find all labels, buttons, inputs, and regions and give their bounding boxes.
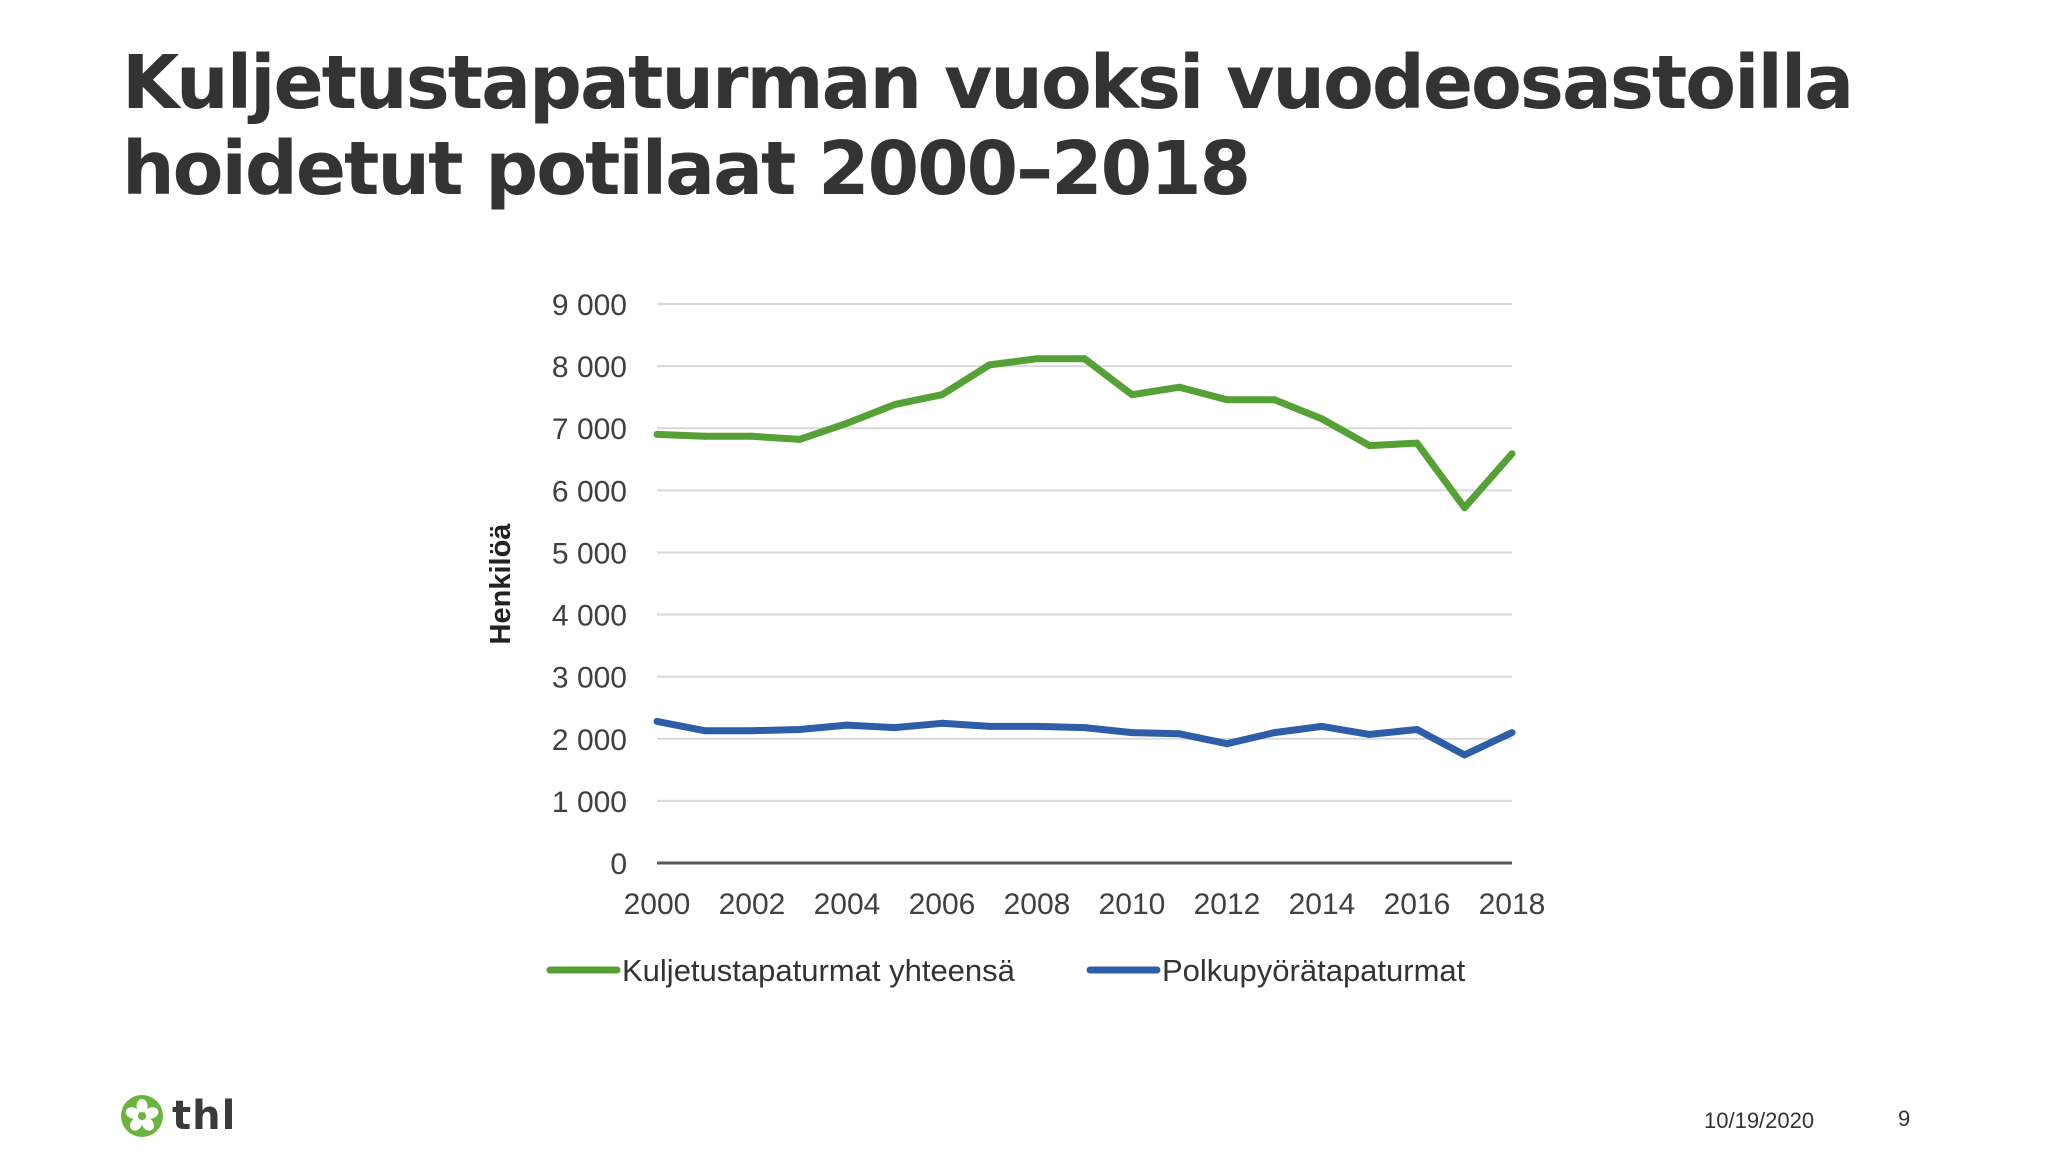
data-point: [938, 391, 946, 399]
x-tick-label: 2000: [624, 888, 691, 921]
data-point: [1461, 504, 1468, 512]
data-point: [1413, 725, 1421, 733]
y-tick-label: 0: [610, 848, 627, 881]
data-point: [796, 725, 803, 733]
x-tick-label: 2008: [1004, 888, 1071, 921]
y-tick-label: 9 000: [552, 289, 627, 322]
thl-logo: thl: [120, 1093, 236, 1139]
data-point: [986, 361, 993, 369]
x-tick-label: 2014: [1289, 888, 1356, 921]
x-tick-label: 2004: [814, 888, 881, 921]
data-point: [1033, 722, 1041, 730]
x-axis-ticks: 2000 2002 2004 2006 2008 2010 2012 2014 2016 2018: [624, 888, 1546, 921]
y-tick-label: 4 000: [552, 600, 627, 633]
x-tick-label: 2018: [1479, 888, 1546, 921]
flower-icon: [121, 1095, 163, 1137]
chart-grid: [657, 303, 1512, 865]
chart-legend: Kuljetustapaturmat yhteensä Polkupyörätap…: [546, 953, 1466, 988]
data-point: [1271, 396, 1278, 404]
data-point: [748, 432, 756, 440]
y-tick-label: 8 000: [552, 351, 627, 384]
y-tick-label: 6 000: [552, 475, 627, 508]
data-point: [843, 721, 851, 729]
data-point: [986, 722, 993, 730]
data-point: [1366, 730, 1373, 738]
data-point: [1461, 751, 1468, 759]
series-line-1: [656, 355, 1515, 512]
data-point: [843, 419, 851, 427]
data-point: [938, 719, 946, 727]
y-tick-label: 2 000: [552, 724, 627, 757]
slide-title: Kuljetustapaturman vuoksi vuodeosastoill…: [122, 40, 1942, 212]
data-point: [1318, 415, 1326, 423]
data-point: [1176, 730, 1183, 738]
legend-label: Kuljetustapaturmat yhteensä: [622, 953, 1016, 988]
data-point: [701, 727, 708, 735]
data-point: [891, 724, 898, 732]
data-point: [1176, 383, 1183, 391]
legend-label: Polkupyörätapaturmat: [1162, 953, 1466, 988]
data-point: [1318, 722, 1326, 730]
x-tick-label: 2010: [1099, 888, 1166, 921]
slide-date: 10/19/2020: [1704, 1108, 1815, 1133]
data-point: [1508, 450, 1516, 458]
y-tick-label: 3 000: [552, 662, 627, 695]
data-point: [1223, 396, 1231, 404]
chart-series: [653, 355, 1516, 759]
slide-title-line1: Kuljetustapaturman vuoksi vuodeosastoill…: [122, 40, 1854, 126]
x-tick-label: 2002: [719, 888, 786, 921]
data-point: [1033, 355, 1041, 363]
slide-title-line2: hoidetut potilaat 2000–2018: [122, 126, 1251, 212]
x-tick-label: 2012: [1194, 888, 1261, 921]
data-point: [653, 430, 661, 438]
data-point: [748, 727, 756, 735]
data-point: [1413, 439, 1421, 447]
y-tick-label: 1 000: [552, 786, 627, 819]
y-axis-label: Henkilöä: [485, 523, 517, 645]
data-point: [1366, 442, 1373, 450]
y-axis-ticks: 0 1 000 2 000 3 000 4 000 5 000 6 000 7 000 8 00…: [485, 289, 627, 881]
data-point: [1271, 729, 1278, 737]
data-point: [1128, 391, 1136, 399]
x-tick-label: 2016: [1384, 888, 1451, 921]
y-tick-label: 7 000: [552, 413, 627, 446]
data-point: [1081, 724, 1088, 732]
data-point: [1081, 355, 1088, 363]
data-point: [1128, 729, 1136, 737]
data-point: [1223, 740, 1231, 748]
x-tick-label: 2006: [909, 888, 976, 921]
logo-text: thl: [172, 1093, 237, 1139]
data-point: [1508, 729, 1516, 737]
data-point: [653, 717, 661, 725]
data-point: [796, 435, 803, 443]
page-number: 9: [1898, 1106, 1911, 1131]
data-point: [891, 401, 898, 409]
data-point: [701, 432, 708, 440]
y-tick-label: 5 000: [552, 537, 627, 570]
